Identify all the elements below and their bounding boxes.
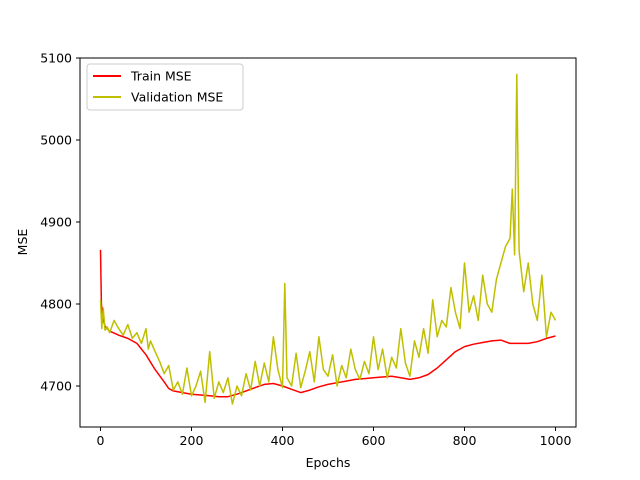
x-tick-label: 200 [180,433,204,448]
x-tick-label: 1000 [540,433,572,448]
y-tick-label: 5000 [40,133,72,148]
y-tick-label: 4900 [40,215,72,230]
x-tick-label: 400 [271,433,295,448]
legend: Train MSE Validation MSE [86,63,244,111]
x-tick-label: 0 [97,433,105,448]
series-line-train [99,249,556,398]
plot-frame [79,57,577,428]
x-axis: 0 200 400 600 800 1000 [97,427,572,448]
legend-box [86,63,244,111]
y-axis-label: MSE [15,229,30,256]
y-tick-label: 4700 [40,379,72,394]
x-tick-label: 600 [362,433,386,448]
legend-label-validation: Validation MSE [131,90,223,105]
legend-label-train: Train MSE [130,69,192,84]
y-tick-label: 4800 [40,297,72,312]
x-tick-label: 800 [453,433,477,448]
x-axis-label: Epochs [306,455,351,470]
plot-lines [99,73,557,405]
y-tick-label: 5100 [40,51,72,66]
y-axis: 4700 4800 4900 5000 5100 [40,51,80,394]
series-line-validation [99,73,557,405]
